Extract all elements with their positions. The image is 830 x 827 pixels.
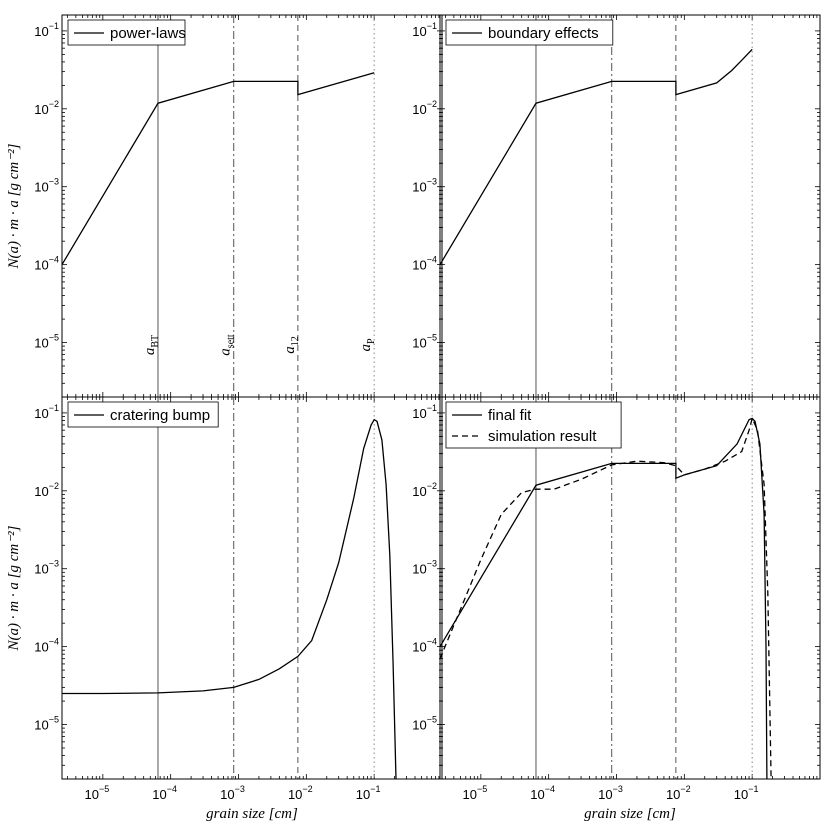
y-tick-label: 10−4	[412, 637, 437, 655]
x-tick-label: 10−1	[734, 784, 759, 802]
x-tick-label: 10−5	[84, 784, 109, 802]
legend-box	[445, 401, 622, 449]
panel-top-left: aBT asett a12 aP power-laws 10−5 10−4 10−3 10−2 1…	[6, 14, 443, 398]
y-tick-label: 10−4	[412, 255, 437, 273]
series-line-power-laws	[62, 72, 375, 265]
x-tick-label: 10−5	[462, 784, 487, 802]
series-line-final-fit	[440, 417, 768, 779]
x-axis-label: grain size [cm]	[584, 806, 676, 822]
y-tick-label: 10−1	[34, 21, 59, 39]
legend-label: final fit	[488, 407, 532, 424]
plot-frame	[439, 396, 821, 780]
y-tick-label: 10−2	[412, 99, 437, 117]
y-tick-label: 10−1	[34, 403, 59, 421]
y-tick-label: 10−3	[412, 177, 437, 195]
x-tick-label: 10−2	[666, 784, 691, 802]
y-axis-label: N(a) · m · a [g cm⁻²]	[6, 143, 22, 269]
legend: power-laws	[67, 19, 186, 46]
x-tick-label: 10−2	[288, 784, 313, 802]
axis-ticks	[440, 397, 821, 780]
y-tick-label: 10−2	[34, 481, 59, 499]
legend: cratering bump	[67, 401, 219, 428]
plot-frame	[61, 396, 443, 780]
panel-top-right: boundary effects 10−5 10−4 10−3 10−2 10−1	[412, 14, 821, 398]
y-tick-label: 10−2	[412, 481, 437, 499]
x-tick-label: 10−4	[152, 784, 177, 802]
y-tick-label: 10−4	[34, 637, 59, 655]
series-line-boundary-effects	[440, 48, 753, 265]
y-tick-label: 10−1	[412, 403, 437, 421]
vline-label-bt: aBT	[142, 335, 161, 355]
y-tick-label: 10−4	[34, 255, 59, 273]
y-tick-label: 10−3	[412, 559, 437, 577]
axis-ticks	[440, 15, 821, 398]
plot-frame	[61, 14, 443, 398]
y-tick-label: 10−5	[34, 333, 59, 351]
legend-label: power-laws	[110, 25, 186, 42]
y-tick-label: 10−1	[412, 21, 437, 39]
plot-frame	[439, 14, 821, 398]
series-line-simulation-result	[440, 416, 772, 779]
legend: final fit simulation result	[445, 401, 622, 449]
vline-label-12: a12	[282, 336, 301, 354]
legend-label: boundary effects	[488, 25, 599, 42]
y-tick-label: 10−2	[34, 99, 59, 117]
y-tick-label: 10−5	[412, 333, 437, 351]
panel-bottom-left: cratering bump 10−5 10−4 10−3 10−2 10−1 10−5 10…	[6, 396, 443, 822]
vline-label-sett: asett	[218, 334, 237, 356]
y-axis-label: N(a) · m · a [g cm⁻²]	[6, 525, 22, 651]
x-tick-label: 10−1	[356, 784, 381, 802]
legend-label: simulation result	[488, 428, 597, 445]
y-tick-label: 10−5	[34, 715, 59, 733]
axis-ticks	[62, 15, 443, 398]
panel-bottom-right: final fit simulation result 10−5 10−4 10−3 10…	[412, 396, 821, 822]
x-tick-label: 10−3	[598, 784, 623, 802]
axis-ticks	[62, 397, 443, 780]
x-tick-label: 10−3	[220, 784, 245, 802]
vline-label-p: aP	[358, 338, 377, 352]
legend: boundary effects	[445, 19, 614, 46]
y-tick-label: 10−3	[34, 559, 59, 577]
x-axis-label: grain size [cm]	[206, 806, 298, 822]
x-tick-label: 10−4	[530, 784, 555, 802]
y-tick-label: 10−5	[412, 715, 437, 733]
legend-label: cratering bump	[110, 407, 210, 424]
y-tick-label: 10−3	[34, 177, 59, 195]
series-line-cratering-bump	[62, 418, 397, 779]
